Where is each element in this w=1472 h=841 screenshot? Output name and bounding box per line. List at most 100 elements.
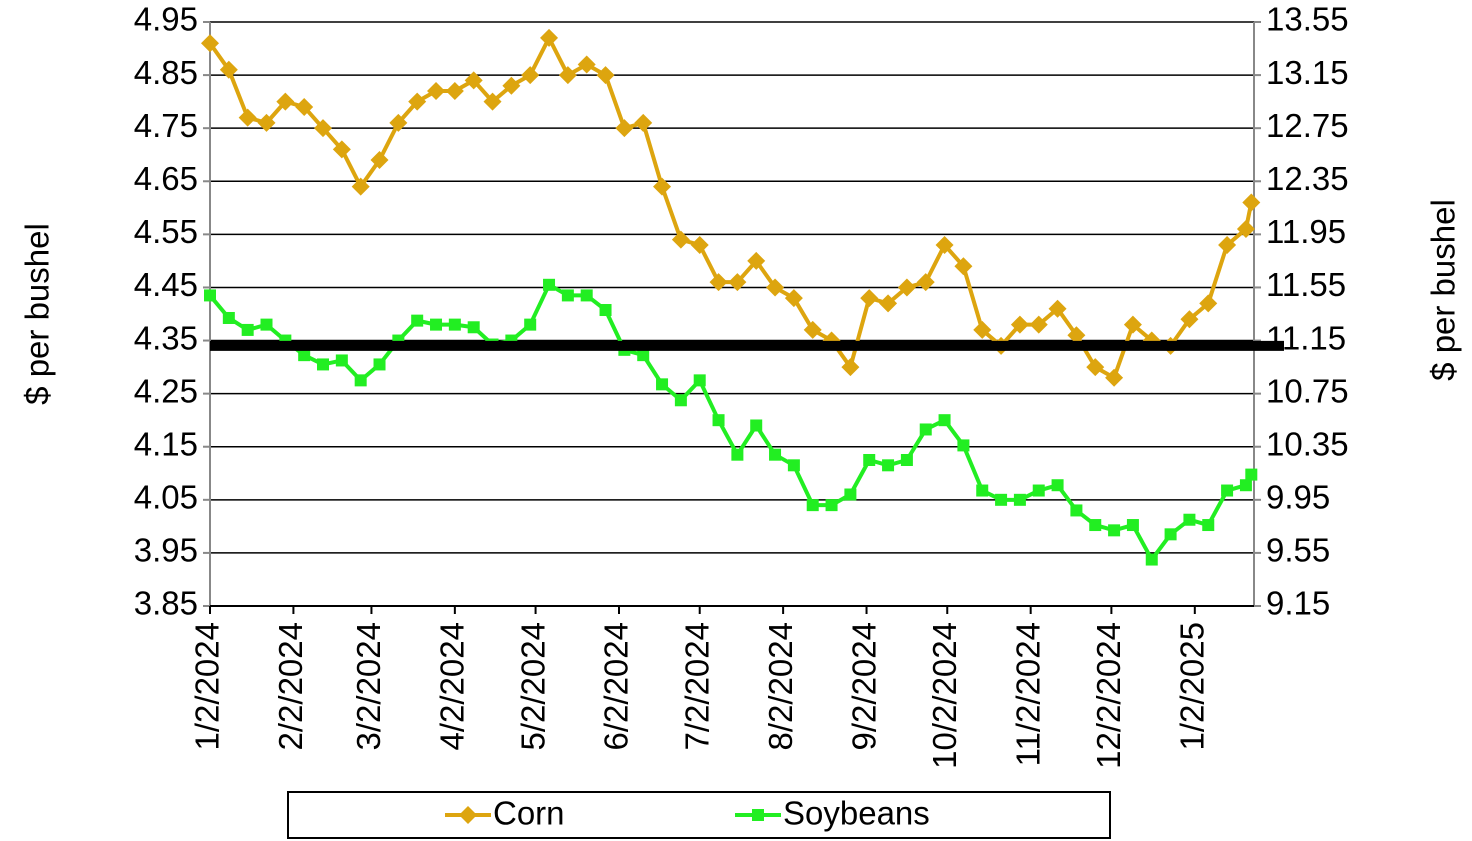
y-tick-label: 4.45 <box>134 266 198 303</box>
y2-axis-label: $ per bushel <box>1425 199 1462 381</box>
y-tick-label: 4.15 <box>134 425 198 462</box>
x-tick-label: 7/2/2024 <box>678 622 715 750</box>
data-point <box>938 414 951 427</box>
data-point <box>427 82 446 101</box>
data-point <box>674 394 687 407</box>
x-tick-label: 4/2/2024 <box>434 622 471 750</box>
data-point <box>860 289 879 308</box>
data-point <box>298 349 311 362</box>
y-tick-label: 4.25 <box>134 372 198 409</box>
data-point <box>1013 493 1026 506</box>
data-point <box>276 92 295 111</box>
data-point <box>806 499 819 512</box>
series-line <box>208 35 1254 380</box>
data-point <box>1245 468 1258 481</box>
data-point <box>1048 299 1067 318</box>
data-point <box>370 151 389 170</box>
legend-marker <box>752 809 764 821</box>
x-tick-label: 8/2/2024 <box>762 622 799 750</box>
data-point <box>241 323 254 336</box>
data-point <box>295 97 314 116</box>
data-point <box>483 92 502 111</box>
y2-tick-label: 9.55 <box>1266 532 1330 569</box>
data-point <box>897 278 916 297</box>
y2-tick-label: 13.55 <box>1266 1 1349 38</box>
data-point <box>1242 193 1261 212</box>
data-point <box>1089 519 1102 532</box>
legend-label: Corn <box>493 795 565 832</box>
data-point <box>1029 315 1048 334</box>
data-point <box>1105 368 1124 387</box>
data-point <box>540 28 559 47</box>
data-point <box>314 119 333 138</box>
y-tick-label: 3.95 <box>134 532 198 569</box>
data-point <box>1051 479 1064 492</box>
data-point <box>354 374 367 387</box>
data-point <box>464 71 483 90</box>
data-point <box>671 230 690 249</box>
data-point <box>332 140 351 159</box>
data-point <box>408 92 427 111</box>
data-point <box>844 488 857 501</box>
data-point <box>1032 484 1045 497</box>
x-tick-label: 1/2/2024 <box>189 622 226 750</box>
data-point <box>1070 504 1083 517</box>
data-point <box>1126 519 1139 532</box>
data-point <box>577 55 596 74</box>
data-point <box>558 66 577 85</box>
y2-tick-label: 11.95 <box>1266 213 1346 250</box>
data-point <box>1239 479 1252 492</box>
legend-label: Soybeans <box>783 795 930 832</box>
data-point <box>656 378 669 391</box>
data-point <box>690 235 709 254</box>
data-point <box>351 177 370 196</box>
data-point <box>787 459 800 472</box>
data-point <box>201 34 219 53</box>
y2-tick-label: 11.55 <box>1266 266 1346 303</box>
data-point <box>448 318 461 331</box>
y2-tick-label: 9.15 <box>1266 585 1330 622</box>
data-point <box>750 419 763 432</box>
data-point <box>467 321 480 334</box>
data-point <box>712 414 725 427</box>
x-tick-label: 11/2/2024 <box>1009 622 1046 766</box>
data-point <box>430 318 443 331</box>
data-point <box>445 82 464 101</box>
x-tick-label: 10/2/2024 <box>926 622 963 769</box>
data-point <box>882 459 895 472</box>
data-point <box>1218 235 1237 254</box>
data-point <box>543 278 556 291</box>
data-point <box>1236 220 1255 239</box>
data-point <box>957 439 970 452</box>
data-point <box>879 294 898 313</box>
data-point <box>863 454 876 466</box>
y-tick-label: 4.65 <box>134 160 198 197</box>
x-tick-label: 5/2/2024 <box>514 622 551 750</box>
data-point <box>841 358 860 377</box>
data-point <box>803 320 822 339</box>
data-point <box>973 320 992 339</box>
y2-tick-label: 12.75 <box>1266 107 1349 144</box>
x-tick-label: 2/2/2024 <box>272 622 309 750</box>
x-tick-label: 3/2/2024 <box>350 622 387 750</box>
data-point <box>900 454 913 466</box>
data-point <box>596 66 615 85</box>
legend-marker <box>459 806 477 824</box>
data-point <box>615 119 634 138</box>
data-point <box>1108 524 1121 537</box>
data-point <box>995 493 1008 506</box>
data-point <box>1164 528 1177 541</box>
y2-tick-label: 13.15 <box>1266 54 1349 91</box>
data-point <box>599 304 612 317</box>
y2-tick-label: 12.35 <box>1266 160 1349 197</box>
data-point <box>1145 553 1158 566</box>
data-point <box>238 108 257 127</box>
data-point <box>693 374 706 387</box>
data-point <box>317 358 330 371</box>
y2-tick-label: 10.75 <box>1266 372 1349 409</box>
data-point <box>731 448 744 461</box>
data-point <box>1221 484 1234 497</box>
data-point <box>257 113 276 132</box>
data-point <box>653 177 672 196</box>
y-tick-label: 4.05 <box>134 479 198 516</box>
